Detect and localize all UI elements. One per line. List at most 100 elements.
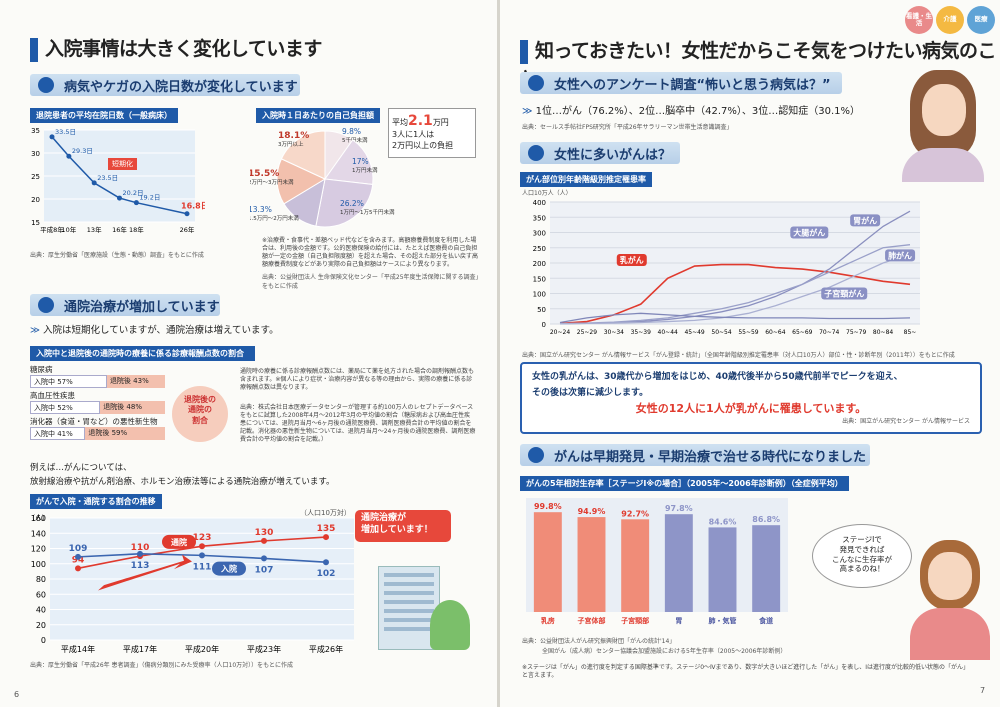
data-label: 23.5日 (97, 174, 118, 182)
y-tick-label: 300 (533, 230, 546, 238)
x-tick-label: 18年 (129, 225, 144, 234)
data-point (323, 534, 329, 541)
survey-results: ≫ 1位…がん（76.2%）、2位…脳卒中（42.7%）、3位…認知症（30.1… (522, 106, 861, 117)
cancer-example-text: 例えば…がんについては、 放射線治療や抗がん剤治療、ホルモン治療法等による通院治… (30, 463, 335, 487)
data-label: 109 (69, 544, 88, 554)
x-tick-label: 25~29 (577, 329, 597, 336)
section-dot-icon (528, 75, 544, 91)
slice-name: 5千円未満 (342, 136, 368, 144)
category-badge: 看護・生活 (905, 6, 933, 34)
data-point (133, 200, 139, 206)
tag-inpatient: 入院 (220, 564, 237, 574)
y-tick-label: 20 (31, 196, 40, 204)
bar-value-label: 99.8% (534, 502, 562, 511)
outpatient-share: 退院後 43% (106, 375, 165, 388)
slice-value: 18.1% (278, 131, 309, 141)
ratio-row-name: 高血圧性疾患 (30, 391, 75, 400)
chart5-source: 出典：国立がん研究センター がん情報サービス「がん登録・統計」（全国年齢階級別推… (522, 352, 955, 359)
survey-source: 出典：セールス手帖社FPS研究所「平成26年サラリーマン世帯生活意識調査」 (522, 124, 733, 131)
section-header-stay: 病気やケガの入院日数が変化しています (30, 74, 300, 96)
chart6-label: がんの5年相対生存率［ステージⅠ※の場合］（2005年〜2006年診断例）（全症… (520, 476, 849, 491)
smiling-woman-illustration (910, 540, 990, 660)
data-label: 111 (193, 562, 212, 572)
slice-value: 13.3% (250, 205, 272, 214)
avg-burden-box: 平均2.1万円 3人に1人は 2万円以上の負担 (388, 108, 476, 158)
slice-name: 1.5万円〜2万円未満 (250, 214, 299, 222)
x-tick-label: 50~54 (711, 329, 731, 336)
chart6-source2: 全国がん（成人病）センター協議会加盟施設における5年生存率（2005〜2006年… (542, 648, 787, 655)
x-tick-label: 80~84 (873, 329, 893, 336)
survival-bar-chart: 99.8% 乳房 94.9% 子宮体部 92.7% 子宮頸部 97.8% 胃 84.6% 肺・気管… (526, 498, 788, 625)
data-point (323, 559, 329, 566)
y-tick-label: 100 (533, 291, 546, 299)
y-tick-label: 350 (533, 214, 546, 222)
survival-bar (577, 517, 606, 612)
y-unit: （人） (28, 514, 49, 522)
chart5-label: がん部位別年齢階級別推定罹患率 (520, 172, 652, 187)
bar-category-label: 肺・気管 (709, 616, 737, 625)
data-label: 130 (255, 528, 274, 538)
data-point (261, 537, 267, 544)
speech-bubble: ステージIで 発見できれば こんなに生存率が 高まるのね！ (812, 524, 912, 588)
bar-value-label: 86.8% (752, 515, 780, 524)
slice-name: 2万円〜3万円未満 (250, 178, 294, 186)
category-badge: 医療 (967, 6, 995, 34)
data-point (261, 555, 267, 562)
data-label: 16.8日 (181, 202, 205, 211)
tag-inpatient-bg (212, 561, 246, 576)
data-point (184, 211, 190, 217)
x-tick-label: 13年 (87, 225, 102, 234)
series-tag: 大腸がん (793, 228, 825, 238)
y-tick-label: 250 (533, 245, 546, 253)
stage-note: ※ステージは「がん」の進行度を判定する国際基準です。ステージ0〜Ⅳまであり、数字… (522, 664, 970, 680)
data-label: 20.2日 (123, 189, 144, 197)
section-dot-icon (38, 77, 54, 93)
pie-slice (276, 158, 327, 205)
section-header-outpatient: 通院治療が増加しています (30, 294, 220, 316)
shortening-arrow-label: 短期化 (108, 158, 137, 170)
y-tick-label: 20 (36, 621, 46, 630)
data-point (49, 134, 55, 140)
y-tick-label: 30 (31, 150, 40, 158)
y-tick-label: 100 (31, 560, 46, 569)
bar-category-label: 胃 (675, 616, 682, 625)
y-tick-label: 120 (31, 545, 46, 554)
x-tick-label: 30~34 (604, 329, 624, 336)
survival-bar (664, 514, 693, 612)
series-tag-bg (885, 249, 916, 262)
ratio-row-name: 消化器（食道・胃など）の悪性新生物 (30, 417, 158, 426)
y-tick-label: 0 (542, 321, 546, 329)
category-badge: 介護 (936, 6, 964, 34)
left-page: 入院事情は大きく変化しています 病気やケガの入院日数が変化しています 退院患者の… (0, 0, 497, 707)
data-point (91, 180, 97, 186)
data-point (199, 552, 205, 559)
x-tick-label: 35~39 (631, 329, 651, 336)
bar-value-label: 84.6% (709, 517, 737, 526)
data-point (75, 553, 81, 560)
survival-bar (752, 525, 781, 612)
data-label: 94 (72, 555, 85, 565)
x-tick-label: 65~69 (792, 329, 812, 336)
data-label: 123 (193, 533, 212, 543)
x-tick-label: 平成26年 (309, 644, 343, 654)
callout-line1: 女性の乳がんは、30歳代から増加をはじめ、40歳代後半から50歳代前半でピークを… (532, 372, 903, 382)
inpatient-share: 入院中 41% (30, 427, 86, 440)
after-discharge-bubble: 退院後の 通院の 割合 (172, 386, 228, 442)
data-label: 102 (317, 569, 336, 579)
data-label: 135 (317, 524, 336, 534)
inpatient-share: 入院中 57% (30, 375, 107, 388)
section-dot-icon (528, 145, 544, 161)
pie-slice (280, 130, 326, 180)
y-tick-label: 35 (31, 127, 40, 135)
chart2-notes: ※治療費・食事代・差額ベッド代などを含みます。高額療養費制度を利用した場合は、利… (262, 237, 479, 269)
page-gutter (497, 0, 500, 707)
page-title: 入院事情は大きく変化しています (30, 34, 322, 62)
data-label: 29.3日 (72, 147, 93, 155)
slice-name: 1万円〜1万5千円未満 (340, 208, 395, 216)
y-tick-label: 150 (533, 275, 546, 283)
outpatient-share: 退院後 48% (100, 401, 165, 414)
bar-value-label: 92.7% (621, 509, 649, 518)
x-tick-label: 45~49 (684, 329, 704, 336)
series-tag: 子宮頸がん (824, 289, 864, 299)
x-tick-label: 16年 (112, 225, 127, 234)
